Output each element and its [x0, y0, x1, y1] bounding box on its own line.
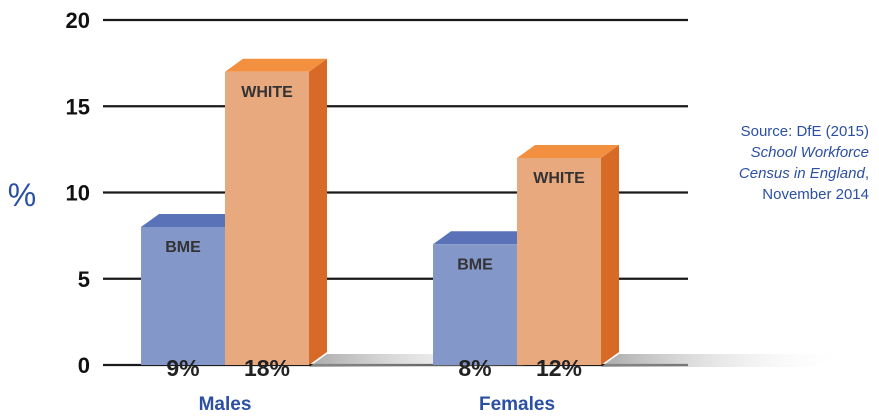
- bar-bme-males: BME 9%: [141, 214, 243, 381]
- bar-side: [601, 145, 619, 365]
- bar-series-label: BME: [457, 256, 493, 273]
- x-category-labels: Males Females: [199, 394, 555, 415]
- y-tick-label: 10: [66, 181, 90, 206]
- bar-value-label: 12%: [536, 355, 582, 381]
- bar-top: [433, 231, 535, 245]
- bar-value-label: 8%: [458, 355, 491, 381]
- bar-top: [141, 214, 243, 227]
- bar-shadow: [601, 354, 849, 367]
- y-tick-label: 0: [78, 353, 90, 378]
- source-line-3: Census in England,: [739, 163, 869, 184]
- y-axis-label: %: [8, 177, 36, 213]
- bar-top: [517, 145, 619, 158]
- y-tick-label: 15: [66, 94, 90, 119]
- bar-series-label: BME: [165, 239, 201, 256]
- bar-value-label: 18%: [244, 355, 290, 381]
- source-note: Source: DfE (2015) School Workforce Cens…: [739, 121, 869, 205]
- bar-series-label: WHITE: [533, 170, 585, 187]
- bar-white-females: WHITE 12%: [517, 145, 619, 381]
- source-line-4: November 2014: [762, 186, 869, 203]
- x-category-label: Females: [479, 394, 555, 415]
- bar-front: [433, 244, 517, 365]
- bar-top: [225, 58, 327, 72]
- bar-series-label: WHITE: [241, 84, 293, 101]
- y-tick-labels: 0 5 10 15 20: [66, 8, 90, 378]
- source-line-3-title: Census in England: [738, 165, 865, 182]
- source-line-1: Source: DfE (2015): [740, 123, 869, 140]
- x-category-label: Males: [199, 394, 252, 415]
- bar-front: [517, 158, 601, 365]
- bar-value-label: 9%: [166, 355, 199, 381]
- y-tick-label: 5: [78, 267, 90, 292]
- source-line-3-suffix: ,: [864, 165, 869, 182]
- bar-front: [225, 71, 309, 365]
- y-tick-label: 20: [66, 8, 90, 33]
- bar-front: [141, 227, 225, 365]
- bar-side: [309, 58, 327, 365]
- bars: BME 9% WHITE 18% BME 8% WHITE 12%: [141, 58, 849, 381]
- source-line-2: School Workforce: [750, 144, 869, 161]
- bar-white-males: WHITE 18%: [225, 58, 327, 381]
